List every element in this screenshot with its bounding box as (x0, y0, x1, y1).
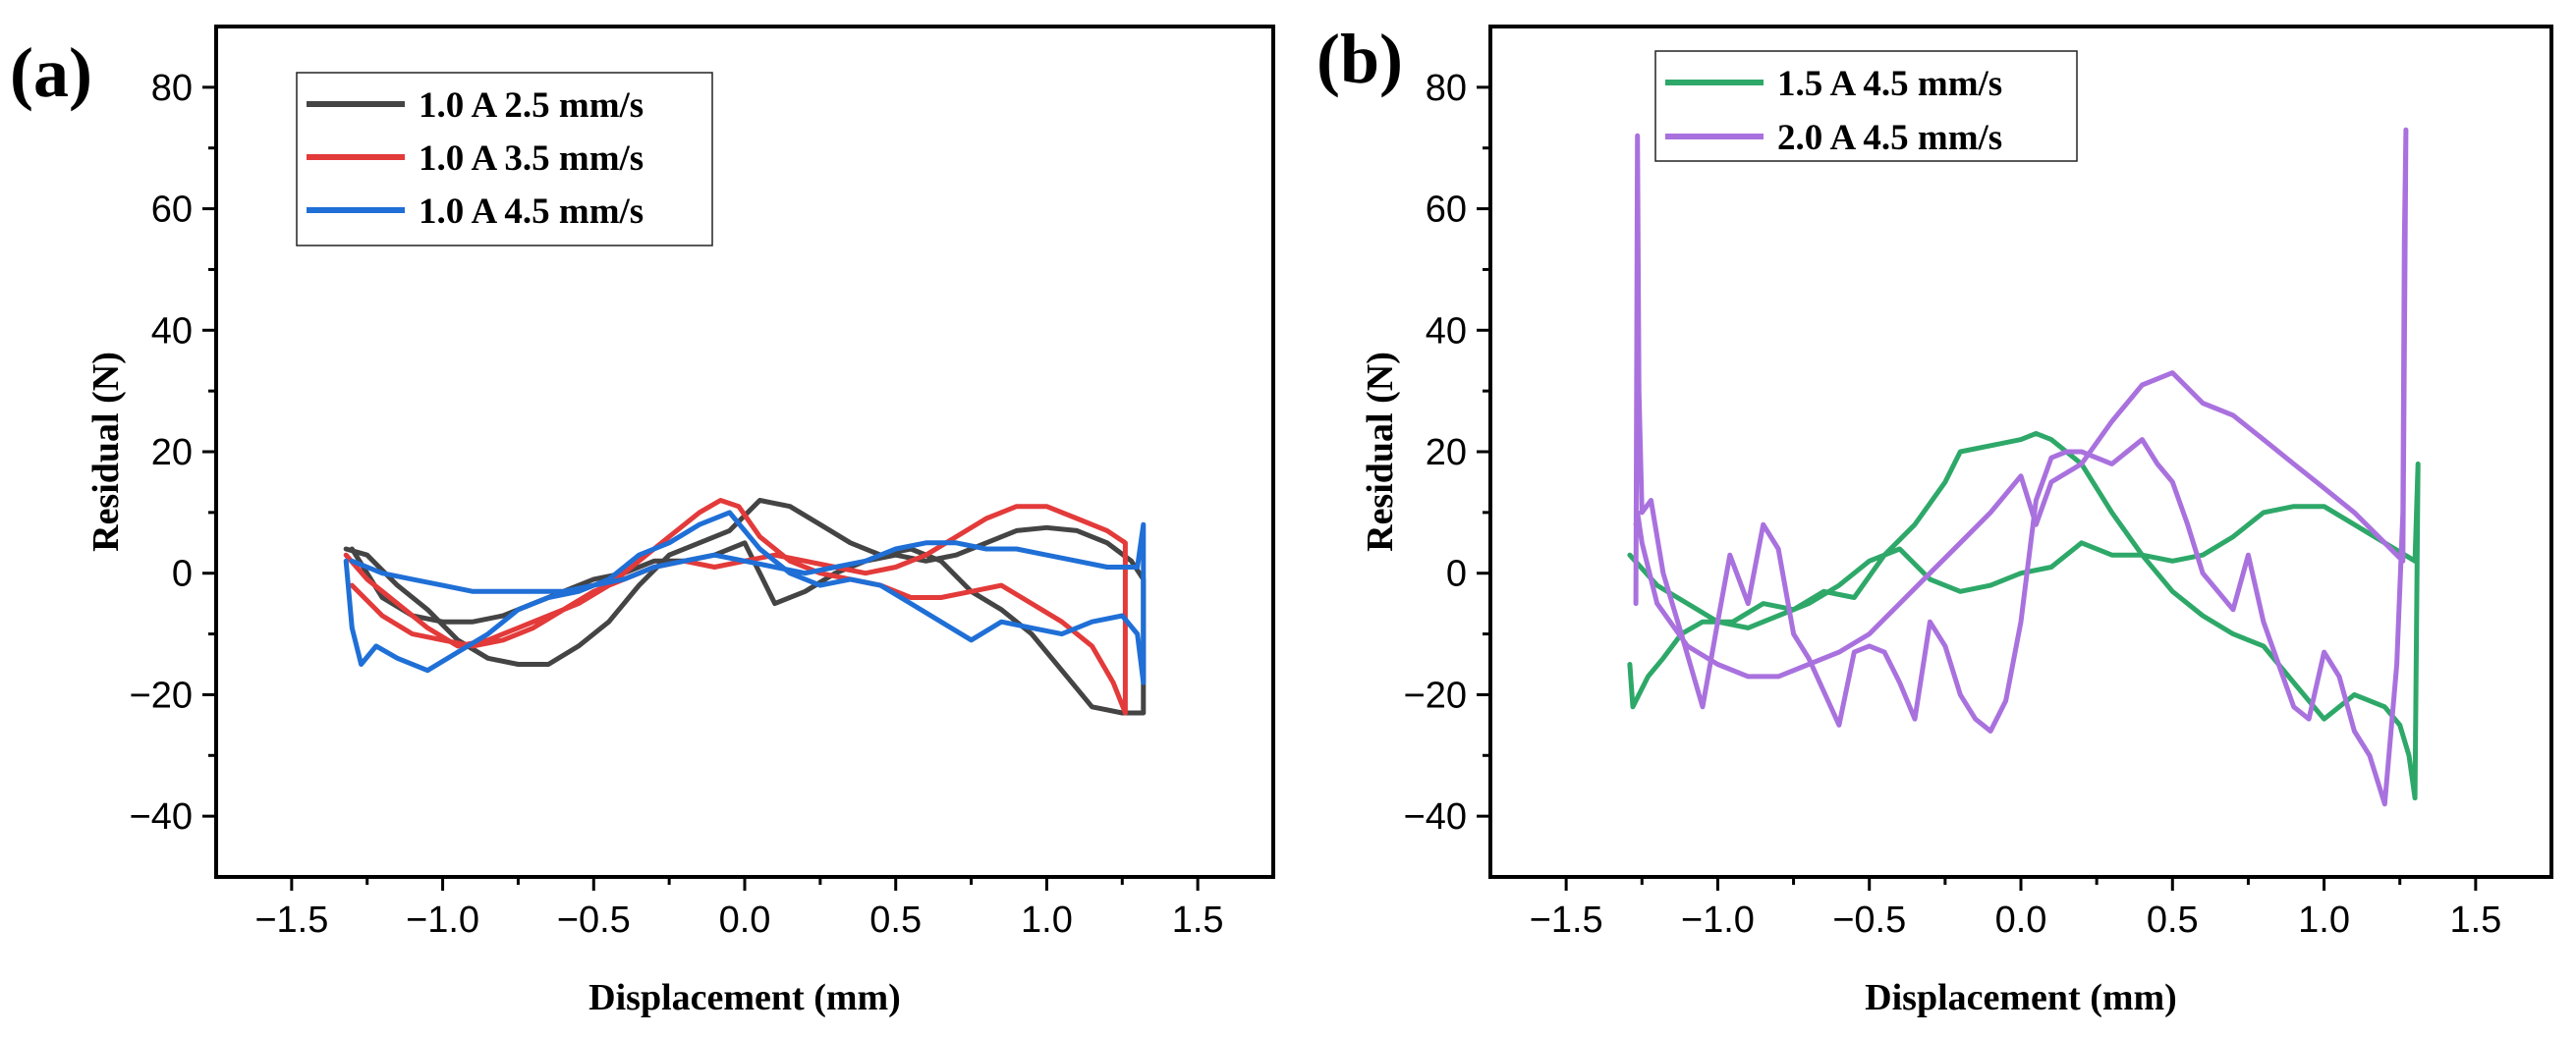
panel-b-y-tick-label: −20 (1404, 675, 1467, 716)
panel-a-y-tick-label: −40 (130, 796, 193, 838)
panel-a-x-tick-label: 0.0 (719, 900, 771, 941)
panel-a-y-tick-label: 0 (172, 554, 193, 595)
panel-b-x-tick-label: −1.5 (1530, 900, 1603, 941)
panel-b-legend-label-2: 2.0 A 4.5 mm/s (1777, 118, 2002, 158)
panel-a-legend: 1.0 A 2.5 mm/s 1.0 A 3.5 mm/s 1.0 A 4.5 mm… (296, 72, 713, 246)
panel-b-y-tick-label: 0 (1446, 554, 1467, 595)
panel-a-x-tick-label: −1.0 (406, 900, 479, 941)
panel-b-chart: (b) −1.5 −1.0 −0.5 0.0 0.5 1.0 1.5 −40 −20 0 20 40 6… (1316, 20, 2553, 1018)
panel-b-legend-label-1: 1.5 A 4.5 mm/s (1777, 64, 2002, 104)
panel-b-x-tick-label: −0.5 (1832, 900, 1906, 941)
panel-a-y-axis-label: Residual (N) (85, 352, 127, 552)
panel-a-chart: (a) −1.5 −1.0 −0.5 0.0 0.5 1.0 1.5 −40 −20 0 20 40 6… (10, 25, 1275, 1018)
panel-b-y-tick-label: 80 (1426, 68, 1467, 109)
panel-a-label: (a) (10, 33, 92, 112)
panel-a-legend-label-3: 1.0 A 4.5 mm/s (419, 191, 644, 232)
panel-b-y-tick-label: 40 (1426, 310, 1467, 352)
panel-a-x-tick-label: 1.5 (1172, 900, 1224, 941)
panel-a-x-tick-label: −0.5 (557, 900, 631, 941)
panel-a-legend-label-1: 1.0 A 2.5 mm/s (419, 85, 644, 126)
panel-a-x-axis-label: Displacement (mm) (588, 977, 901, 1018)
panel-a-series-3-line (343, 510, 1147, 685)
panel-b-x-tick-label: 0.5 (2147, 900, 2199, 941)
panel-b-y-axis-label: Residual (N) (1360, 352, 1401, 552)
panel-a-y-tick-label: 40 (151, 310, 193, 352)
panel-a-x-tick-label: 1.0 (1021, 900, 1073, 941)
panel-b-legend-box (1654, 50, 2078, 162)
panel-b-x-axis-label: Displacement (mm) (1865, 977, 2177, 1018)
panel-b-x-tick-label: 1.5 (2449, 900, 2501, 941)
panel-b-y-tick-label: 60 (1426, 190, 1467, 231)
panel-b-legend: 1.5 A 4.5 mm/s 2.0 A 4.5 mm/s (1654, 50, 2078, 162)
panel-b-label: (b) (1316, 20, 1403, 98)
panel-a-y-tick-label: 20 (151, 432, 193, 473)
panel-b-y-tick-label: −40 (1404, 796, 1467, 838)
panel-b-y-tick-label: 20 (1426, 432, 1467, 473)
panel-a-legend-label-2: 1.0 A 3.5 mm/s (419, 138, 644, 179)
panel-a-y-tick-label: 80 (151, 68, 193, 109)
panel-a-x-tick-label: 0.5 (869, 900, 922, 941)
panel-a-y-tick-label: 60 (151, 190, 193, 231)
panel-b-x-tick-label: 1.0 (2298, 900, 2350, 941)
panel-a-x-tick-label: −1.5 (254, 900, 328, 941)
panel-b-x-tick-label: −1.0 (1681, 900, 1755, 941)
panel-b-series-2-line (1633, 127, 2409, 807)
panel-b-x-tick-label: 0.0 (1995, 900, 2047, 941)
panel-a-y-tick-label: −20 (130, 675, 193, 716)
